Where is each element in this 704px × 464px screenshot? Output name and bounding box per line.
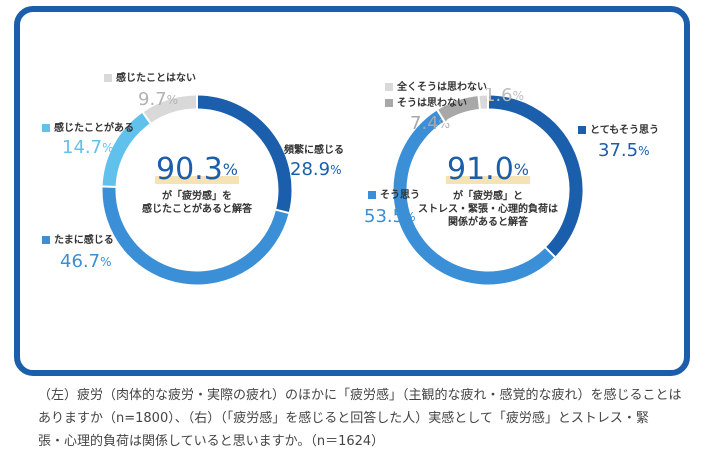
donut-segment	[196, 95, 292, 213]
legend-label: 感じたことはない	[116, 71, 196, 84]
center-value: 90.3%	[156, 152, 238, 187]
donut-segment	[102, 112, 151, 188]
segment-gap	[96, 185, 123, 189]
caption-line: （左）疲労（肉体的な疲労・実際の疲れ）のほかに「疲労感」（主観的な疲れ・感覚的な…	[38, 388, 682, 403]
value-label: 9.7%	[138, 89, 178, 110]
center-text: 関係があると解答	[448, 215, 529, 228]
legend-swatch	[272, 146, 280, 154]
donut-segment	[102, 186, 289, 285]
center-value: 91.0%	[447, 152, 529, 187]
donut-segment	[393, 110, 555, 285]
legend-swatch	[578, 126, 586, 134]
legend-label: 頻繁に感じる	[284, 143, 344, 156]
donut-segment	[487, 95, 583, 257]
legend-label: そう思う	[380, 189, 420, 201]
segment-gap	[138, 106, 155, 130]
legend-label: そうは思わない	[397, 97, 467, 109]
segment-gap	[540, 242, 561, 263]
legend-label: たまに感じる	[54, 233, 114, 246]
donut-segment	[142, 95, 198, 124]
value-label: 37.5%	[598, 140, 649, 161]
highlight	[155, 176, 239, 184]
center-text: が「疲労感」と	[453, 189, 523, 202]
center-text: 感じたことがあると解答	[142, 202, 253, 215]
segment-gap	[269, 207, 296, 216]
caption-line: ありますか（n=1800）、（右）（「疲労感」を感じると回答した人）実感として「…	[38, 411, 649, 426]
legend-swatch	[104, 74, 112, 82]
chart: 頻繁に感じる 28.9% たまに感じる 46.7% 感じたことがある 14.7% 感じたこと…	[14, 6, 690, 376]
frame	[14, 6, 690, 376]
legend-swatch	[42, 124, 50, 132]
caption-line: 張・心理的負荷は関係していると思いますか。（n＝1624）	[38, 434, 385, 449]
legend-swatch	[42, 236, 50, 244]
value-label: 46.7%	[60, 251, 111, 272]
segment-gap	[476, 89, 482, 116]
legend-swatch	[368, 191, 376, 199]
legend-label: 全くそうは思わない	[396, 80, 487, 93]
segment-gap	[433, 104, 449, 128]
highlight	[446, 176, 530, 184]
value-label: 53.5%	[364, 206, 415, 227]
value-label: 7.4%	[410, 113, 450, 134]
caption: （左）疲労（肉体的な疲労・実際の疲れ）のほかに「疲労感」（主観的な疲れ・感覚的な…	[38, 384, 698, 453]
center-text: ストレス・緊張・心理的負荷は	[418, 202, 558, 215]
value-label: 14.7%	[62, 137, 113, 158]
legend-swatch	[385, 83, 393, 91]
legend-swatch	[385, 99, 393, 107]
value-label: 28.9%	[290, 159, 341, 180]
legend-label: 感じたことがある	[54, 121, 134, 134]
center-text: が「疲労感」を	[162, 189, 232, 202]
value-label: 1.6%	[484, 85, 524, 106]
legend-label: とてもそう思う	[590, 124, 659, 136]
donut-segment	[437, 95, 481, 122]
